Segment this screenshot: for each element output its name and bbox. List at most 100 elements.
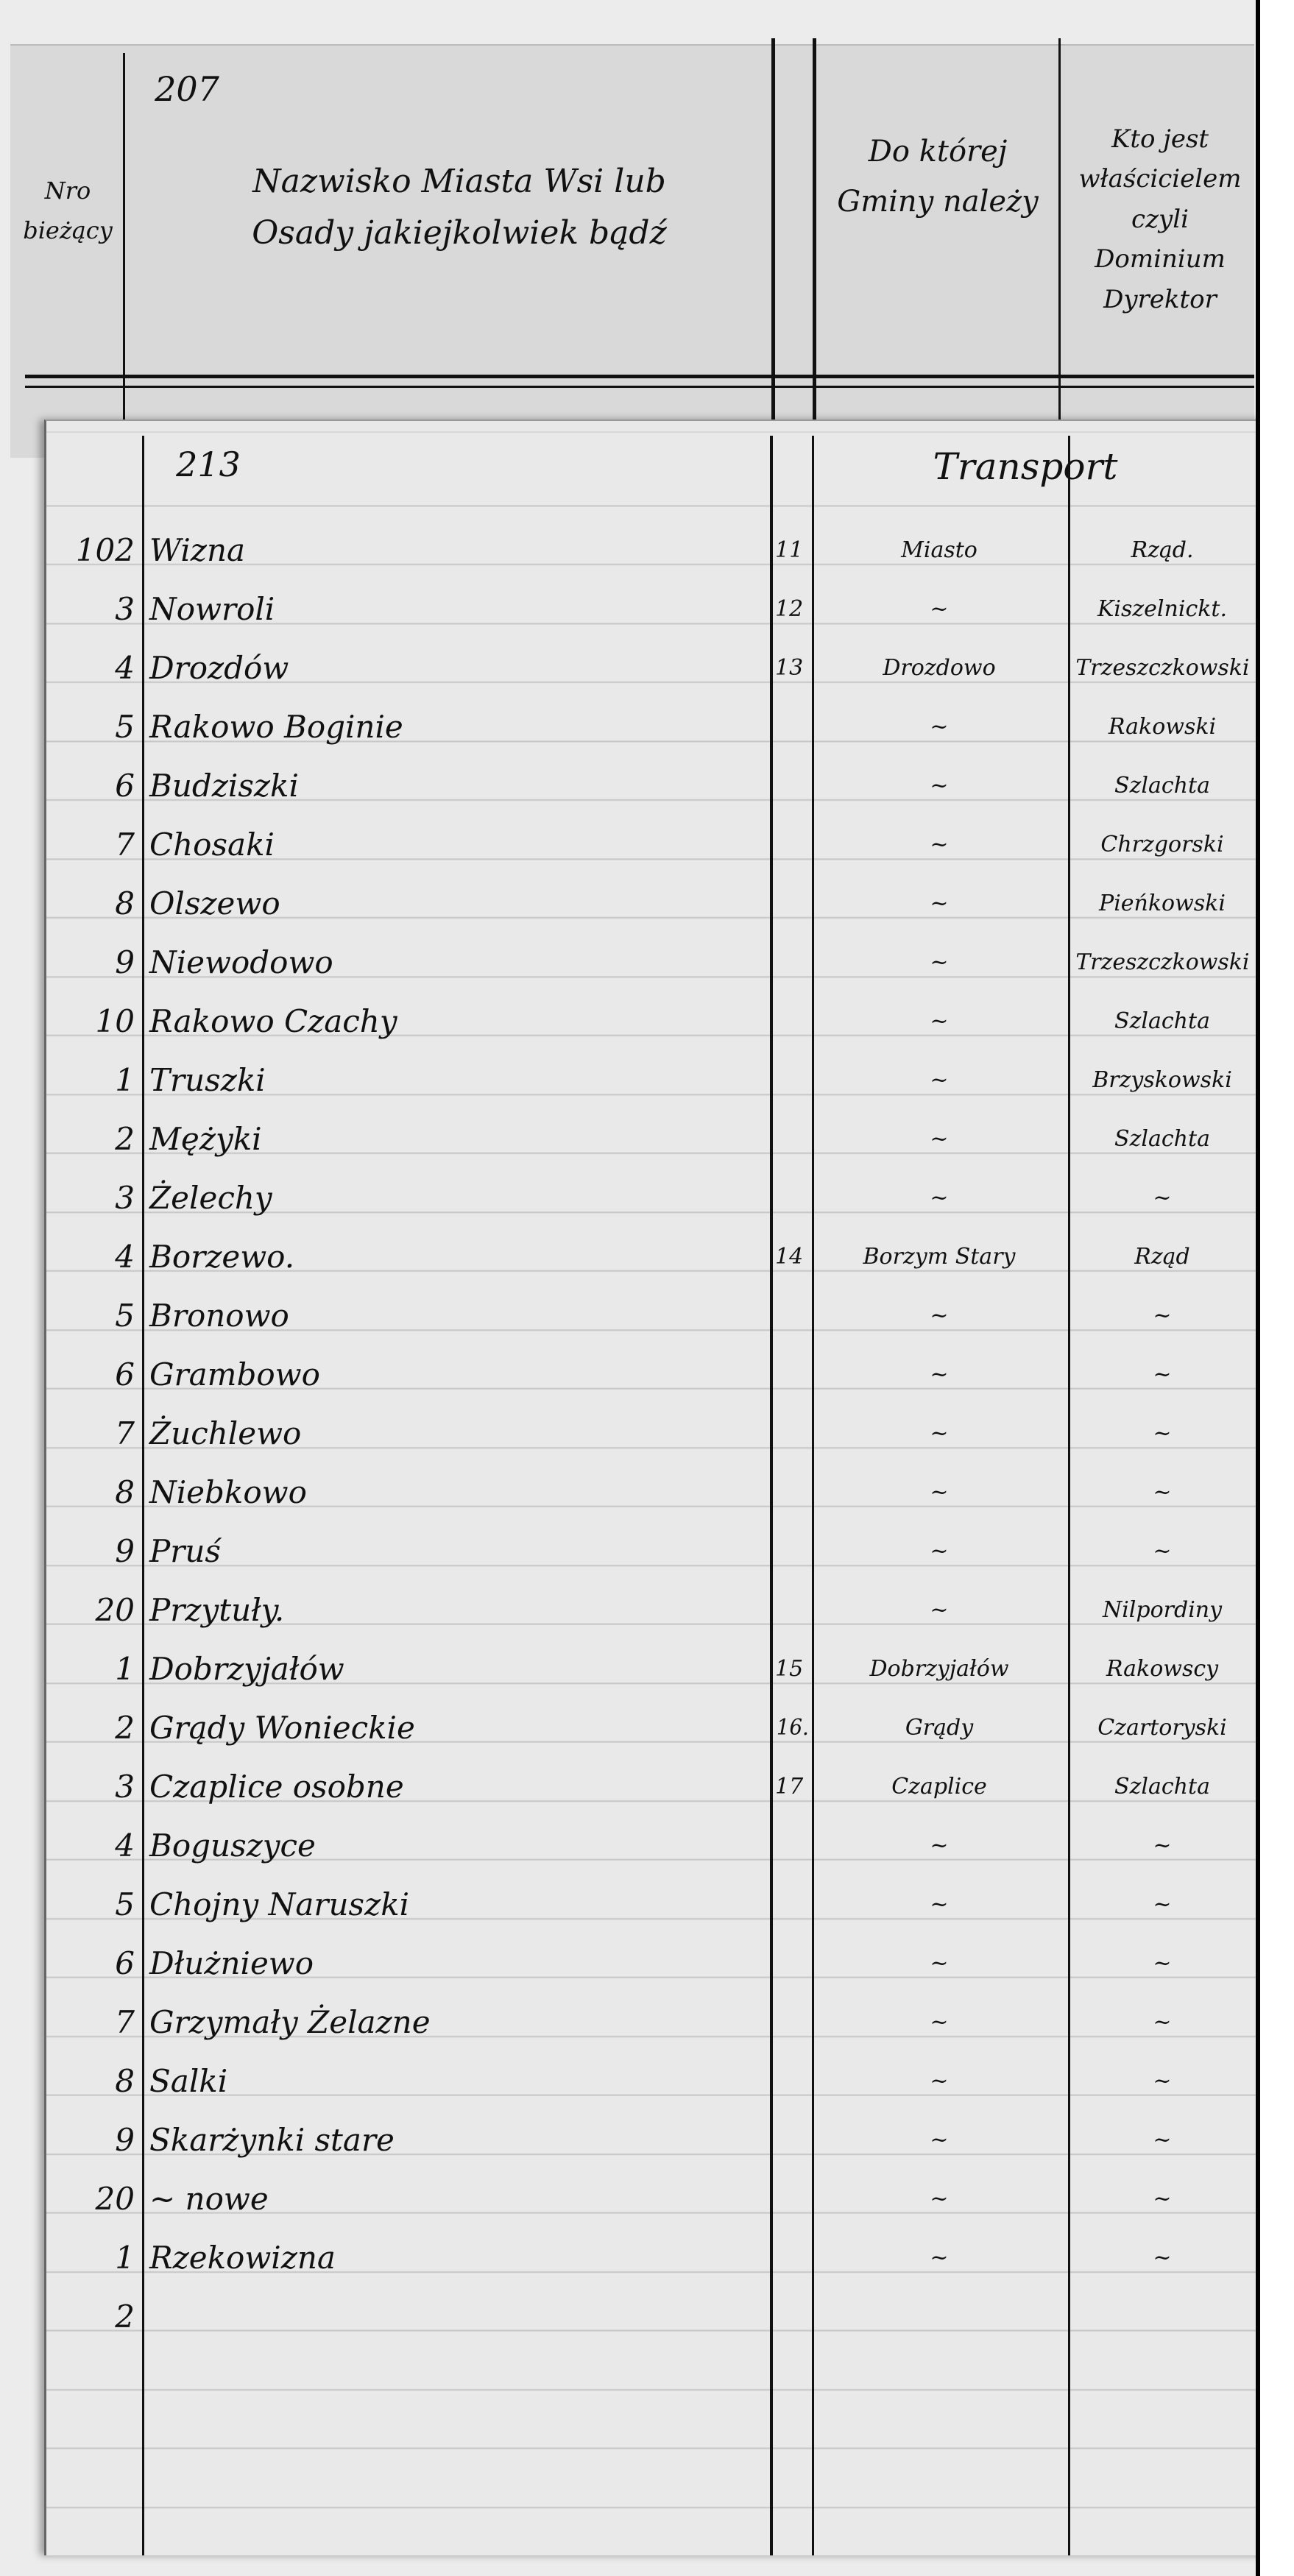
parish-name-cell: ~ <box>816 1345 1062 1404</box>
table-row: 8 Olszewo ~ Pieńkowski <box>46 874 1254 933</box>
owner-name: ~ <box>1153 2068 1172 2094</box>
owner-name-cell: Szlachta <box>1074 1110 1251 1169</box>
parish-name: Czaplice <box>891 1774 987 1800</box>
table-row: 4 Drozdów 13 Drozdowo Trzeszczkowski <box>46 639 1254 698</box>
transport-label: Transport <box>933 445 1118 488</box>
owner-name-cell: Trzeszczkowski <box>1074 933 1251 992</box>
owner-name: Rakowscy <box>1106 1656 1219 1682</box>
owner-name-cell: Rząd <box>1074 1228 1251 1287</box>
table-row: 8 Niebkowo ~ ~ <box>46 1463 1254 1522</box>
parish-number-cell: 16. <box>775 1699 810 1758</box>
parish-number: 12 <box>775 596 804 622</box>
parish-name: ~ <box>930 1833 949 1858</box>
row-number: 2 <box>115 1121 135 1157</box>
owner-name: ~ <box>1153 2127 1172 2153</box>
parish-number-cell <box>775 1404 810 1463</box>
parish-number: 17 <box>775 1774 804 1800</box>
parish-name: ~ <box>930 1362 949 1387</box>
parish-number-cell: 11 <box>775 521 810 580</box>
row-number-cell: 5 <box>46 698 135 757</box>
row-number-cell: 102 <box>46 521 135 580</box>
row-number-cell: 3 <box>46 1169 135 1228</box>
place-name-cell: Grzymały Żelazne <box>149 1993 760 2052</box>
parish-name: ~ <box>930 2186 949 2212</box>
parish-name: Borzym Stary <box>863 1244 1016 1270</box>
place-name: Grzymały Żelazne <box>149 2004 431 2040</box>
row-number-cell: 6 <box>46 1345 135 1404</box>
column-header-number: Nro bieżący <box>23 177 113 245</box>
parish-name-cell: Grądy <box>816 1699 1062 1758</box>
parish-name: ~ <box>930 1538 949 1564</box>
row-number-cell: 4 <box>46 1228 135 1287</box>
owner-name: Szlachta <box>1114 1774 1210 1800</box>
place-name: ~ nowe <box>149 2181 269 2217</box>
column-divider <box>771 38 775 458</box>
parish-number-cell <box>775 992 810 1051</box>
parish-number: 11 <box>775 537 804 563</box>
table-row: 9 Niewodowo ~ Trzeszczkowski <box>46 933 1254 992</box>
owner-name: Nilpordiny <box>1102 1597 1223 1623</box>
row-number: 7 <box>115 2004 135 2040</box>
place-name: Rzekowizna <box>149 2240 336 2276</box>
table-row: 1 Rzekowizna ~ ~ <box>46 2229 1254 2287</box>
owner-name-cell: Rząd. <box>1074 521 1251 580</box>
parish-name-cell: Borzym Stary <box>816 1228 1062 1287</box>
row-number: 1 <box>115 2240 135 2276</box>
owner-name-cell: ~ <box>1074 1522 1251 1581</box>
row-number-cell: 1 <box>46 2229 135 2287</box>
table-row: 1 Dobrzyjałów 15 Dobrzyjałów Rakowscy <box>46 1640 1254 1699</box>
parish-number-cell <box>775 1463 810 1522</box>
page-number: 207 <box>155 69 219 109</box>
table-row: 7 Żuchlewo ~ ~ <box>46 1404 1254 1463</box>
row-number-cell: 6 <box>46 757 135 815</box>
header-rule <box>25 386 1254 388</box>
column-header-parish: Do której Gminy należy <box>837 135 1039 219</box>
parish-number: 14 <box>775 1244 804 1270</box>
owner-name: ~ <box>1153 1303 1172 1328</box>
parish-number-cell <box>775 1051 810 1110</box>
owner-name-cell: Rakowscy <box>1074 1640 1251 1699</box>
parish-number-cell <box>775 757 810 815</box>
parish-name: Drozdowo <box>883 655 996 681</box>
row-number-cell: 20 <box>46 1581 135 1640</box>
owner-name-cell <box>1074 2287 1251 2346</box>
column-divider <box>123 53 125 458</box>
owner-name-cell: Szlachta <box>1074 992 1251 1051</box>
parish-name-cell: Dobrzyjałów <box>816 1640 1062 1699</box>
place-name: Grądy Wonieckie <box>149 1710 415 1746</box>
column-divider <box>770 436 773 2555</box>
place-name-cell: Wizna <box>149 521 760 580</box>
parish-name-cell: ~ <box>816 1463 1062 1522</box>
owner-name-cell: ~ <box>1074 1463 1251 1522</box>
parish-name-cell: ~ <box>816 2052 1062 2111</box>
parish-name: ~ <box>930 1126 949 1152</box>
parish-number-cell <box>775 2111 810 2170</box>
place-name: Żuchlewo <box>149 1415 302 1451</box>
parish-name: ~ <box>930 773 949 799</box>
parish-name: ~ <box>930 1185 949 1211</box>
row-number: 7 <box>115 827 135 863</box>
owner-name-cell: Szlachta <box>1074 1758 1251 1816</box>
table-row: 7 Chosaki ~ Chrzgorski <box>46 815 1254 874</box>
place-name: Grambowo <box>149 1356 320 1393</box>
owner-name-cell: ~ <box>1074 1875 1251 1934</box>
place-name-cell: Truszki <box>149 1051 760 1110</box>
row-number-cell: 2 <box>46 1110 135 1169</box>
table-row: 5 Bronowo ~ ~ <box>46 1287 1254 1345</box>
parish-name: ~ <box>930 2009 949 2035</box>
place-name-cell: Dobrzyjałów <box>149 1640 760 1699</box>
place-name-cell: Salki <box>149 2052 760 2111</box>
parish-name: ~ <box>930 2245 949 2271</box>
parish-number-cell <box>775 2052 810 2111</box>
place-name: Niebkowo <box>149 1474 307 1510</box>
row-number: 1 <box>115 1062 135 1098</box>
row-number: 7 <box>115 1415 135 1451</box>
row-number: 5 <box>115 709 135 745</box>
table-row: 3 Czaplice osobne 17 Czaplice Szlachta <box>46 1758 1254 1816</box>
owner-name: Rząd <box>1134 1244 1190 1270</box>
parish-name-cell: ~ <box>816 874 1062 933</box>
place-name-cell: Grambowo <box>149 1345 760 1404</box>
parish-name-cell: Drozdowo <box>816 639 1062 698</box>
place-name-cell: Skarżynki stare <box>149 2111 760 2170</box>
parish-name-cell: ~ <box>816 992 1062 1051</box>
